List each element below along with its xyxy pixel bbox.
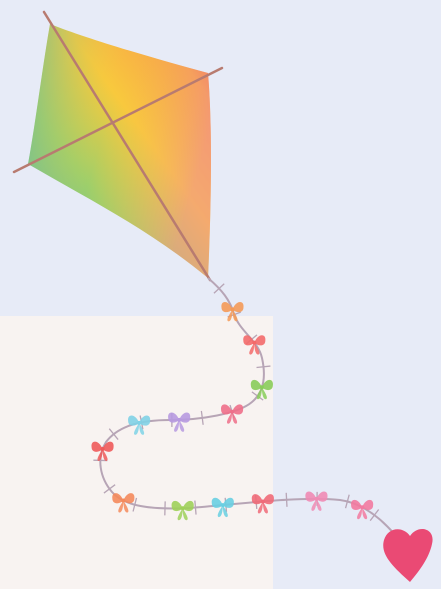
bow-icon: [243, 335, 266, 355]
tail-tick: [103, 484, 116, 494]
bow-icon: [250, 379, 273, 400]
tail-tick: [213, 283, 225, 294]
heart-icon: [383, 529, 433, 582]
bow-icon: [351, 499, 374, 520]
tail-tick: [200, 410, 204, 425]
kite-icon: [12, 10, 224, 282]
bow-icon: [128, 415, 151, 435]
tail-tick: [344, 494, 350, 509]
tail-tick: [285, 492, 288, 507]
kite-spar-horizontal: [12, 66, 224, 174]
bow-icon: [112, 493, 135, 513]
paper-square: [0, 316, 273, 589]
kite-tail-string: [99, 277, 407, 549]
bow-icon: [221, 404, 244, 424]
tail-tick: [108, 428, 119, 440]
tail-tick: [256, 365, 271, 369]
bow-icon: [221, 301, 244, 322]
bow-icon: [91, 441, 114, 462]
kite-spar-vertical: [42, 10, 212, 282]
tail-tick: [194, 500, 197, 515]
bow-icon: [171, 500, 194, 521]
bow-icon: [305, 491, 328, 511]
tail-tick: [369, 509, 380, 522]
bow-icon: [211, 497, 234, 518]
bow-icon: [251, 494, 274, 514]
tail-tick: [132, 497, 138, 512]
tail-bows: [91, 301, 374, 521]
bow-icon: [168, 412, 191, 432]
